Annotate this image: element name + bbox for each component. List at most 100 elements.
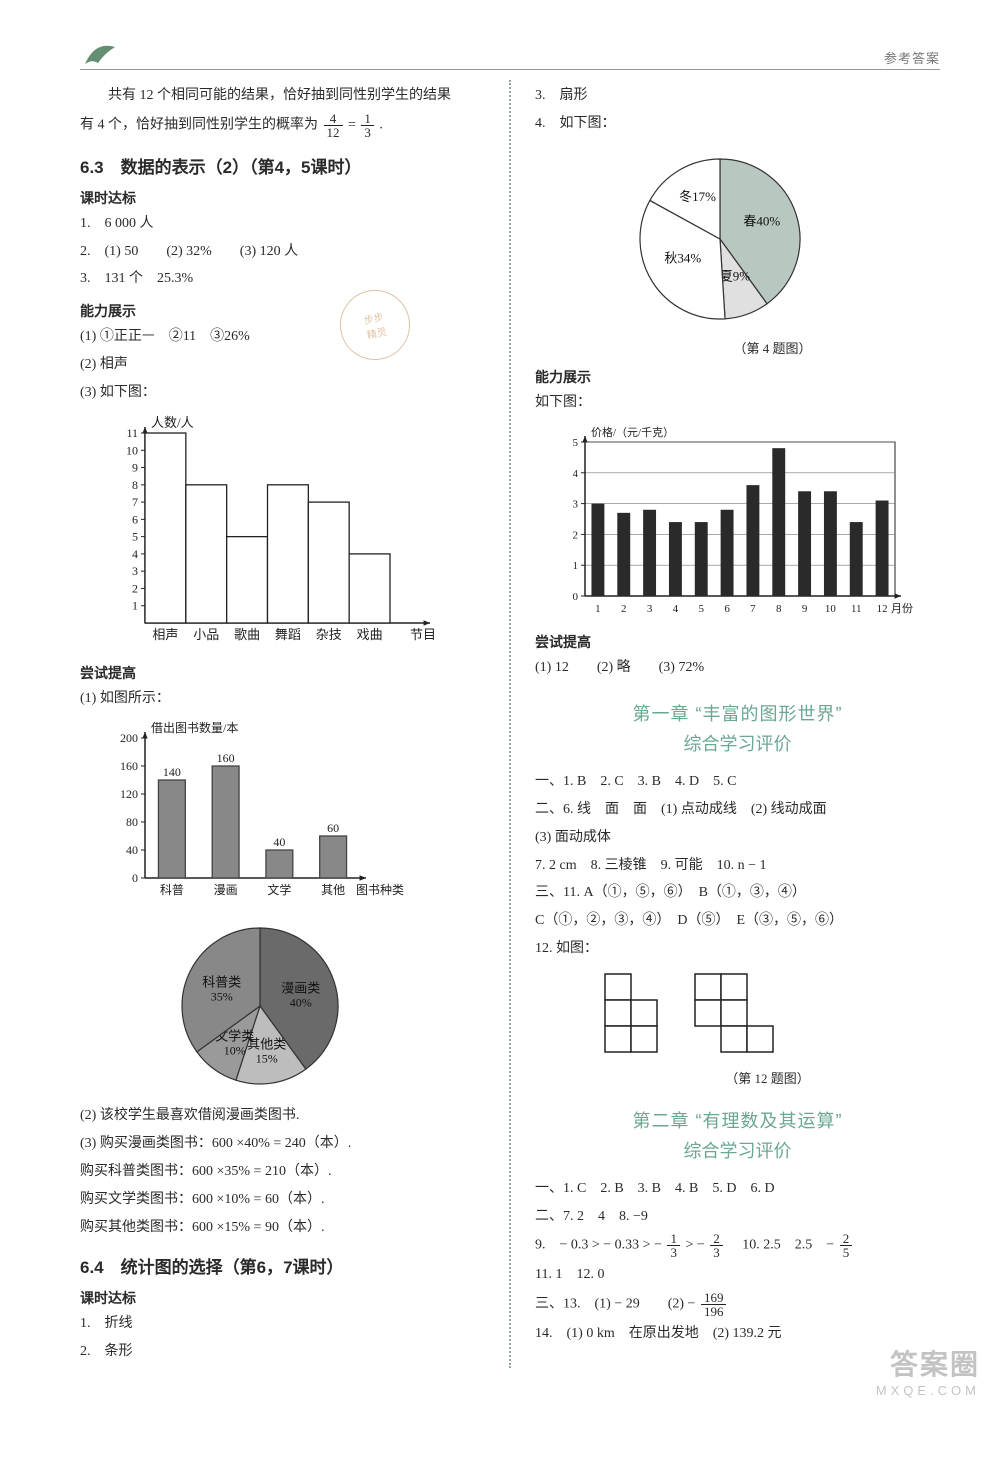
svg-text:15%: 15%: [256, 1052, 278, 1066]
svg-text:6: 6: [132, 512, 138, 526]
svg-text:杂技: 杂技: [316, 627, 342, 642]
answer-line: 9. − 0.3 > − 0.33 > − 13 > − 23 10. 2.5 …: [535, 1232, 940, 1259]
svg-text:价格/（元/千克）: 价格/（元/千克）: [591, 425, 674, 439]
column-divider: [509, 80, 511, 1368]
fraction: 169196: [701, 1291, 727, 1318]
svg-text:1: 1: [132, 598, 138, 612]
leaf-icon: [80, 39, 130, 69]
chapter-2-title: 第二章 “有理数及其运算”: [535, 1107, 940, 1133]
watermark-text-1: 答案圈: [876, 1343, 980, 1383]
fraction: 23: [710, 1232, 723, 1259]
answer-line: 购买文学类图书：600 ×10% = 60（本）.: [80, 1188, 485, 1212]
answer-line: 4. 如下图：: [535, 112, 940, 136]
answer-line: (3) 购买漫画类图书：600 ×40% = 240（本）.: [80, 1132, 485, 1156]
answer-line: (3) 面动成体: [535, 826, 940, 850]
svg-text:120: 120: [120, 787, 138, 801]
bar-chart-2: 04080120160200借出图书数量/本科普140漫画160文学40其他60…: [90, 718, 485, 908]
svg-text:2: 2: [621, 603, 627, 615]
subhead-keshi2: 课时达标: [80, 1288, 485, 1308]
svg-text:6: 6: [724, 603, 730, 615]
svg-text:8: 8: [776, 603, 782, 615]
svg-text:140: 140: [163, 765, 181, 779]
svg-text:160: 160: [217, 751, 235, 765]
svg-text:10: 10: [126, 443, 138, 457]
answer-line: 3. 131 个 25.3%: [80, 267, 485, 291]
svg-text:漫画: 漫画: [214, 883, 238, 897]
fraction: 13: [361, 112, 374, 139]
svg-text:80: 80: [126, 815, 138, 829]
text: 三、13. (1) − 29 (2) −: [535, 1297, 699, 1312]
svg-text:200: 200: [120, 731, 138, 745]
svg-text:2: 2: [573, 530, 579, 542]
svg-text:文学: 文学: [267, 882, 291, 897]
svg-text:8: 8: [132, 477, 138, 491]
right-column: 3. 扇形 4. 如下图： 春40%夏9%秋34%冬17% （第 4 题图） 能…: [535, 80, 940, 1368]
svg-text:0: 0: [132, 871, 138, 885]
answer-line: 购买其他类图书：600 ×15% = 90（本）.: [80, 1216, 485, 1240]
answer-line: 1. 6 000 人: [80, 212, 485, 236]
text: 有 4 个，恰好抽到同性别学生的概率为: [80, 118, 318, 133]
svg-text:11: 11: [851, 603, 862, 615]
preamble-b: 有 4 个，恰好抽到同性别学生的概率为 412 = 13 .: [80, 112, 485, 139]
chapter-1-title: 第一章 “丰富的图形世界”: [535, 700, 940, 726]
svg-text:3: 3: [132, 564, 138, 578]
svg-text:4: 4: [573, 468, 579, 480]
watermark: 答案圈 MXQE.COM: [876, 1343, 980, 1398]
answer-line: 7. 2 cm 8. 三棱锥 9. 可能 10. n − 1: [535, 854, 940, 878]
svg-text:9: 9: [802, 603, 808, 615]
svg-text:5: 5: [573, 437, 579, 449]
svg-text:7: 7: [750, 603, 756, 615]
text: 10. 2.5 2.5 −: [728, 1238, 837, 1253]
svg-text:相声: 相声: [152, 627, 178, 642]
svg-text:1: 1: [595, 603, 601, 615]
svg-text:40%: 40%: [290, 996, 312, 1010]
subhead-nengli: 能力展示: [535, 367, 940, 387]
svg-text:戏曲: 戏曲: [357, 627, 383, 642]
section-title-64: 6.4 统计图的选择（第6，7课时）: [80, 1253, 485, 1278]
answer-line: 2. (1) 50 (2) 32% (3) 120 人: [80, 240, 485, 264]
svg-text:10: 10: [825, 603, 837, 615]
watermark-text-2: MXQE.COM: [876, 1383, 980, 1398]
chapter-1-sub: 综合学习评价: [535, 730, 940, 756]
svg-text:人数/人: 人数/人: [151, 415, 194, 430]
svg-text:春40%: 春40%: [743, 213, 780, 228]
svg-text:歌曲: 歌曲: [234, 627, 260, 642]
fraction: 25: [840, 1232, 853, 1259]
answer-line: 购买科普类图书：600 ×35% = 210（本）.: [80, 1160, 485, 1184]
answer-line: 1. 折线: [80, 1312, 485, 1336]
answer-line: 3. 扇形: [535, 84, 940, 108]
svg-text:小品: 小品: [193, 627, 219, 642]
svg-text:40: 40: [126, 843, 138, 857]
subhead-changshi: 尝试提高: [535, 632, 940, 652]
answer-line: (1) ①正正ᅳ ②11 ③26%: [80, 325, 485, 349]
svg-text:3: 3: [647, 603, 653, 615]
subhead-keshi: 课时达标: [80, 188, 485, 208]
svg-text:5: 5: [132, 529, 138, 543]
svg-text:35%: 35%: [211, 990, 233, 1004]
svg-text:160: 160: [120, 759, 138, 773]
preamble-a: 共有 12 个相同可能的结果，恰好抽到同性别学生的结果: [80, 84, 485, 108]
svg-text:3: 3: [573, 499, 579, 511]
svg-text:月份: 月份: [891, 602, 913, 615]
answer-line: 二、6. 线 面 面 (1) 点动成线 (2) 线动成面: [535, 798, 940, 822]
header-right: 参考答案: [884, 48, 940, 69]
subhead-nengli: 能力展示: [80, 301, 485, 321]
pie-chart-2: 春40%夏9%秋34%冬17% （第 4 题图）: [605, 144, 940, 357]
answer-line: 2. 条形: [80, 1340, 485, 1364]
subhead-changshi: 尝试提高: [80, 663, 485, 683]
bar-chart-3: 012345价格/（元/千克）123456789101112 月份: [545, 422, 940, 622]
cube-nets-figure: （第 12 题图）: [595, 969, 940, 1087]
left-column: 步步精灵 共有 12 个相同可能的结果，恰好抽到同性别学生的结果 有 4 个，恰…: [80, 80, 485, 1368]
text: > −: [685, 1238, 708, 1253]
answer-line: 一、1. B 2. C 3. B 4. D 5. C: [535, 770, 940, 794]
svg-text:漫画类: 漫画类: [281, 981, 320, 996]
section-title-63: 6.3 数据的表示（2）（第4，5课时）: [80, 153, 485, 178]
svg-text:4: 4: [132, 546, 138, 560]
svg-text:60: 60: [327, 821, 339, 835]
answer-line: 三、11. A（①，⑤，⑥） B（①，③，④）: [535, 881, 940, 905]
svg-text:4: 4: [673, 603, 679, 615]
text: =: [348, 118, 359, 133]
answer-line: 11. 1 12. 0: [535, 1263, 940, 1287]
svg-text:1: 1: [573, 561, 579, 573]
svg-text:夏9%: 夏9%: [720, 268, 751, 283]
